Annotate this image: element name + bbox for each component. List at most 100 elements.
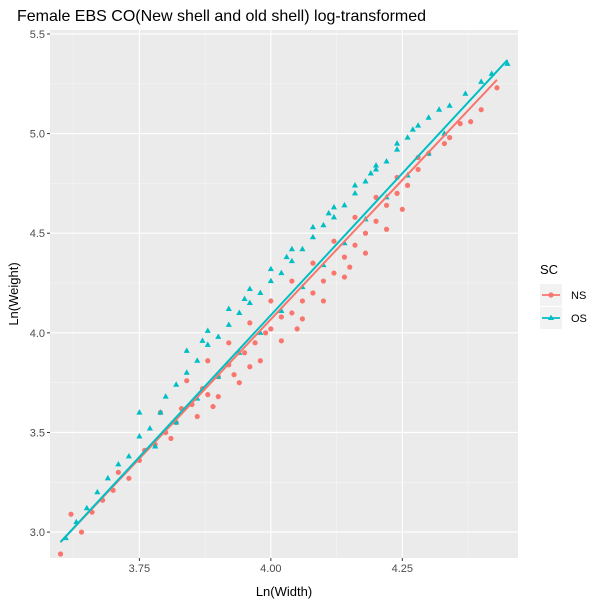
point-os xyxy=(393,146,401,152)
point-ns xyxy=(331,238,337,244)
point-ns xyxy=(373,194,379,200)
point-ns xyxy=(68,511,74,517)
major-gridlines xyxy=(50,30,518,558)
y-axis-ticks: 3.0 3.5 4.0 4.5 5.0 5.5 xyxy=(30,29,50,539)
point-ns xyxy=(294,326,300,332)
point-os xyxy=(215,333,222,339)
point-os xyxy=(225,305,232,311)
point-ns xyxy=(320,278,327,284)
point-ns xyxy=(268,326,274,332)
x-tick-label: 4.25 xyxy=(392,563,413,575)
point-os xyxy=(278,269,285,276)
point-ns xyxy=(457,121,463,127)
point-ns xyxy=(362,250,369,256)
point-os xyxy=(136,409,143,415)
point-ns xyxy=(331,270,337,276)
point-ns xyxy=(494,85,500,91)
point-os xyxy=(173,381,180,387)
point-ns xyxy=(347,264,353,270)
point-os xyxy=(157,409,164,415)
point-os xyxy=(309,223,316,230)
point-os xyxy=(104,474,111,481)
point-os xyxy=(320,221,327,228)
legend-key-marker xyxy=(548,292,554,298)
point-os xyxy=(425,114,432,120)
y-tick-label: 3.0 xyxy=(30,527,45,539)
point-os xyxy=(204,341,211,347)
point-os xyxy=(372,162,380,168)
legend-key-marker xyxy=(547,314,555,321)
point-ns xyxy=(126,475,132,481)
point-ns xyxy=(278,314,284,320)
point-ns xyxy=(231,372,237,378)
point-os xyxy=(246,299,253,306)
point-ns xyxy=(115,469,121,475)
point-ns xyxy=(320,298,327,304)
point-os xyxy=(267,265,274,272)
minor-gridlines xyxy=(50,30,518,558)
y-tick-label: 5.0 xyxy=(30,129,45,141)
point-os xyxy=(246,285,253,292)
point-os xyxy=(199,337,206,343)
point-os xyxy=(299,245,306,252)
point-ns xyxy=(399,206,405,212)
point-os xyxy=(351,182,359,188)
legend-label: OS xyxy=(571,313,587,325)
point-os xyxy=(146,425,153,431)
point-os xyxy=(183,369,190,375)
point-ns xyxy=(310,290,316,296)
point-ns xyxy=(236,380,242,386)
point-os xyxy=(288,257,295,264)
point-os xyxy=(462,90,469,96)
point-os xyxy=(393,140,401,146)
point-os xyxy=(173,419,180,425)
point-ns xyxy=(184,378,190,384)
point-ns xyxy=(404,182,411,189)
point-os xyxy=(330,203,338,210)
y-tick-label: 3.5 xyxy=(30,427,45,439)
point-os xyxy=(330,213,338,220)
point-os xyxy=(409,126,416,132)
point-ns xyxy=(383,226,390,232)
point-os xyxy=(204,327,211,333)
point-ns xyxy=(289,278,295,284)
point-os xyxy=(236,309,243,315)
point-os xyxy=(341,201,348,208)
point-ns xyxy=(478,107,484,113)
point-os xyxy=(383,158,390,164)
point-ns xyxy=(215,394,221,400)
legend-title: SC xyxy=(540,262,558,277)
point-ns xyxy=(310,260,316,266)
point-os xyxy=(257,289,264,296)
point-os xyxy=(309,233,316,240)
point-ns xyxy=(468,119,474,125)
point-os xyxy=(415,122,422,128)
point-os xyxy=(83,504,90,511)
point-os xyxy=(194,357,201,363)
y-tick-label: 4.0 xyxy=(30,328,45,340)
point-ns xyxy=(210,403,216,410)
point-os xyxy=(183,347,190,353)
point-ns xyxy=(205,392,211,398)
point-os xyxy=(478,78,485,84)
point-ns xyxy=(415,166,421,173)
point-os xyxy=(257,329,264,335)
x-tick-label: 4.00 xyxy=(260,563,281,575)
x-axis-ticks: 3.75 4.00 4.25 xyxy=(129,558,413,575)
point-ns xyxy=(352,242,358,248)
point-os xyxy=(436,106,443,112)
chart-title: Female EBS CO(New shell and old shell) l… xyxy=(17,8,426,25)
point-ns xyxy=(341,274,348,280)
y-axis-title: Ln(Weight) xyxy=(6,262,21,325)
point-ns xyxy=(341,254,348,260)
point-ns xyxy=(299,298,306,304)
point-os xyxy=(115,460,122,467)
point-os xyxy=(351,189,359,196)
legend-label: NS xyxy=(571,290,586,302)
x-axis-title: Ln(Width) xyxy=(256,584,312,599)
point-ns xyxy=(168,435,174,442)
point-os xyxy=(446,102,453,108)
point-os xyxy=(152,443,159,449)
point-os xyxy=(125,452,132,459)
